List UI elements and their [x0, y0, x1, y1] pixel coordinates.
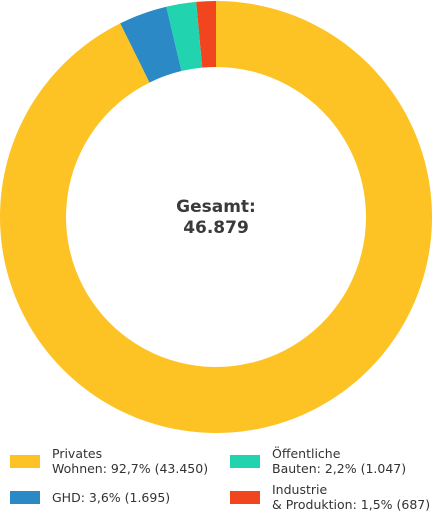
donut-slice — [166, 1, 203, 72]
legend-item: Öffentliche Bauten: 2,2% (1.047) — [230, 444, 406, 478]
legend-label: Industrie & Produktion: 1,5% (687) — [272, 482, 431, 512]
donut-slice — [0, 1, 432, 433]
center-label: Gesamt: — [176, 197, 256, 217]
legend-swatch — [230, 490, 260, 504]
legend-swatch — [10, 454, 40, 468]
legend-item: Industrie & Produktion: 1,5% (687) — [230, 480, 430, 514]
legend-item: GHD: 3,6% (1.695) — [10, 480, 170, 514]
legend-label: Öffentliche Bauten: 2,2% (1.047) — [272, 446, 407, 476]
legend-label: GHD: 3,6% (1.695) — [52, 489, 171, 505]
chart: Gesamt: 46.879 — [0, 1, 432, 433]
legend-item: Privates Wohnen: 92,7% (43.450) — [10, 444, 208, 478]
center-total: 46.879 — [183, 218, 249, 238]
donut-slice — [120, 6, 182, 83]
legend-label: Privates Wohnen: 92,7% (43.450) — [52, 446, 209, 476]
legend-swatch — [10, 490, 40, 504]
donut-slice — [196, 1, 216, 68]
legend-swatch — [230, 454, 260, 468]
